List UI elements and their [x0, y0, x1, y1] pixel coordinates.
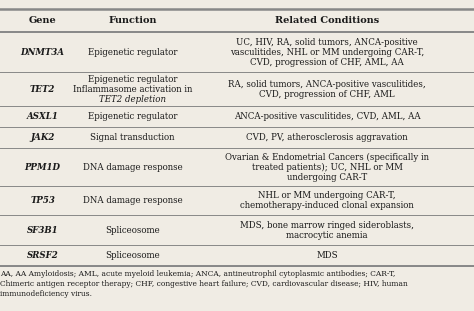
Text: ANCA-positive vasculitides, CVD, AML, AA: ANCA-positive vasculitides, CVD, AML, AA: [234, 112, 420, 121]
Text: DNA damage response: DNA damage response: [83, 163, 182, 172]
Text: CVD, progression of CHF, AML: CVD, progression of CHF, AML: [259, 90, 395, 99]
Text: AA, AA Amyloidosis; AML, acute myeloid leukemia; ANCA, antineutrophil cytoplasmi: AA, AA Amyloidosis; AML, acute myeloid l…: [0, 270, 408, 298]
Text: RA, solid tumors, ANCA-positive vasculitides,: RA, solid tumors, ANCA-positive vasculit…: [228, 80, 426, 89]
Text: SF3B1: SF3B1: [27, 226, 58, 235]
Text: Spliceosome: Spliceosome: [105, 251, 160, 260]
Text: CVD, progression of CHF, AML, AA: CVD, progression of CHF, AML, AA: [250, 58, 404, 67]
Text: chemotherapy-induced clonal expansion: chemotherapy-induced clonal expansion: [240, 201, 414, 210]
Text: Function: Function: [109, 16, 157, 26]
Text: PPM1D: PPM1D: [25, 163, 61, 172]
Text: DNMT3A: DNMT3A: [21, 48, 64, 57]
Text: TET2: TET2: [30, 85, 55, 94]
Text: ASXL1: ASXL1: [27, 112, 59, 121]
Text: Gene: Gene: [29, 16, 56, 26]
Text: Related Conditions: Related Conditions: [275, 16, 379, 26]
Text: Signal transduction: Signal transduction: [91, 133, 175, 142]
Text: macrocytic anemia: macrocytic anemia: [286, 231, 368, 240]
Text: TP53: TP53: [30, 196, 55, 205]
Text: NHL or MM undergoing CAR-T,: NHL or MM undergoing CAR-T,: [258, 191, 396, 200]
Text: undergoing CAR-T: undergoing CAR-T: [287, 173, 367, 182]
Text: Ovarian & Endometrial Cancers (specifically in: Ovarian & Endometrial Cancers (specifica…: [225, 153, 429, 162]
Text: Spliceosome: Spliceosome: [105, 226, 160, 235]
Text: DNA damage response: DNA damage response: [83, 196, 182, 205]
Text: vasculitides, NHL or MM undergoing CAR-T,: vasculitides, NHL or MM undergoing CAR-T…: [230, 48, 424, 57]
Text: MDS, bone marrow ringed sideroblasts,: MDS, bone marrow ringed sideroblasts,: [240, 221, 414, 230]
Text: TET2 depletion: TET2 depletion: [99, 95, 166, 104]
Text: CVD, PV, atherosclerosis aggravation: CVD, PV, atherosclerosis aggravation: [246, 133, 408, 142]
Text: JAK2: JAK2: [30, 133, 55, 142]
Text: treated patients); UC, NHL or MM: treated patients); UC, NHL or MM: [252, 163, 402, 172]
Text: SRSF2: SRSF2: [27, 251, 58, 260]
Text: Inflammasome activation in: Inflammasome activation in: [73, 85, 192, 94]
Text: UC, HIV, RA, solid tumors, ANCA-positive: UC, HIV, RA, solid tumors, ANCA-positive: [236, 38, 418, 47]
Text: Epigenetic regulator: Epigenetic regulator: [88, 112, 177, 121]
Text: Epigenetic regulator: Epigenetic regulator: [88, 75, 177, 84]
Text: MDS: MDS: [316, 251, 338, 260]
Text: Epigenetic regulator: Epigenetic regulator: [88, 48, 177, 57]
